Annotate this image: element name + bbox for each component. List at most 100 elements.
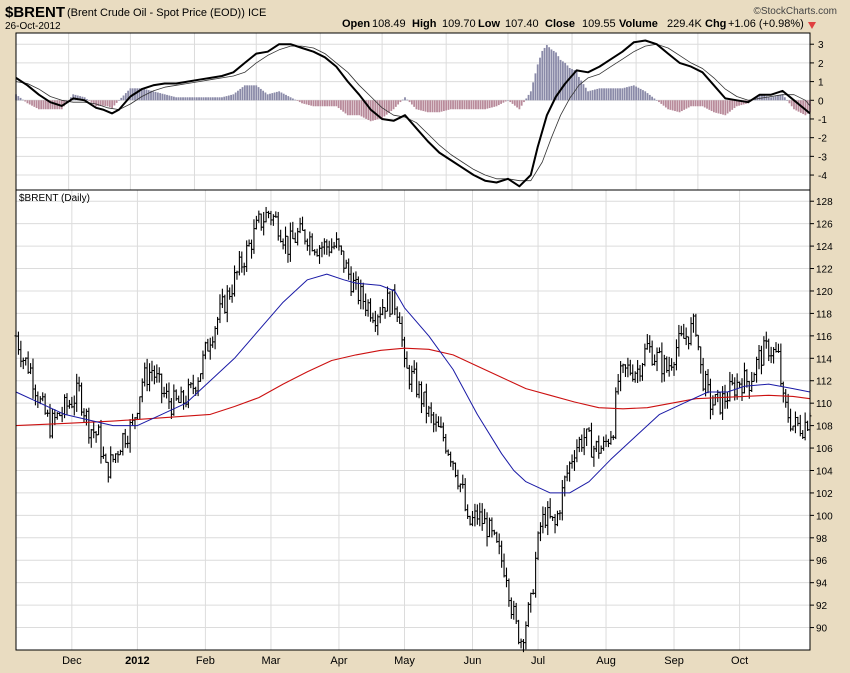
macd-histogram-bar	[488, 100, 491, 109]
macd-histogram-bar	[687, 100, 690, 108]
macd-histogram-bar	[685, 100, 688, 109]
macd-histogram-bar	[298, 100, 301, 103]
macd-histogram-bar	[548, 47, 551, 101]
macd-histogram-bar	[701, 100, 704, 107]
macd-histogram-bar	[715, 100, 718, 113]
sma-slow-line	[15, 347, 811, 427]
macd-histogram-bar	[591, 90, 594, 101]
macd-histogram-bar	[346, 100, 349, 116]
macd-histogram-bar	[767, 96, 770, 101]
macd-histogram-bar	[630, 85, 633, 101]
macd-histogram-bar	[301, 100, 303, 104]
macd-histogram-bar	[72, 94, 75, 101]
macd-histogram-bar	[51, 100, 54, 110]
macd-histogram-bar	[470, 100, 473, 110]
macd-histogram-bar	[477, 100, 480, 110]
macd-histogram-bar	[511, 100, 514, 104]
macd-histogram-bar	[408, 100, 411, 103]
macd-histogram-bar	[102, 100, 104, 106]
x-tick-label-0: Dec	[62, 655, 82, 667]
macd-histogram-bar	[772, 96, 775, 101]
macd-histogram-bar	[612, 88, 615, 101]
macd-histogram-bar	[426, 100, 429, 113]
macd-histogram-bar	[367, 100, 370, 121]
macd-histogram-bar	[733, 100, 736, 109]
macd-signal-line	[15, 43, 811, 182]
macd-histogram-bar	[374, 100, 377, 121]
macd-tick-label-0: 3	[818, 40, 824, 51]
macd-histogram-bar	[680, 100, 683, 112]
macd-histogram-bar	[600, 88, 603, 101]
macd-histogram-bar	[191, 97, 194, 101]
macd-histogram-bar	[24, 100, 27, 102]
macd-histogram-bar	[436, 100, 438, 113]
macd-histogram-bar	[504, 100, 507, 102]
macd-histogram-bar	[255, 85, 258, 101]
macd-histogram-bar	[218, 97, 221, 101]
macd-histogram-bar	[793, 100, 795, 110]
macd-histogram-bar	[223, 96, 226, 101]
open-label: Open	[342, 18, 370, 30]
macd-histogram-bar	[651, 96, 654, 101]
macd-histogram-bar	[344, 100, 347, 114]
macd-histogram-bar	[163, 94, 166, 101]
macd-histogram-bar	[605, 88, 608, 101]
macd-histogram-bar	[401, 99, 404, 101]
macd-histogram-bar	[614, 88, 617, 101]
macd-histogram-bar	[594, 89, 596, 101]
macd-histogram-bar	[724, 100, 727, 116]
x-tick-label-7: Jul	[531, 655, 545, 667]
macd-histogram-bar	[76, 95, 79, 101]
macd-histogram-bar	[417, 100, 420, 110]
macd-histogram-bar	[385, 100, 388, 115]
macd-histogram-bar	[731, 100, 734, 110]
macd-histogram-bar	[358, 100, 361, 116]
macd-histogram-bar	[738, 100, 740, 106]
macd-histogram-bar	[303, 100, 306, 104]
chg-value: +1.06 (+0.98%)	[728, 18, 804, 30]
macd-histogram-bar	[580, 80, 583, 101]
macd-histogram-bar	[92, 100, 95, 105]
macd-histogram-bar	[442, 100, 445, 112]
macd-histogram-bar	[491, 100, 493, 108]
sma-fast-line	[15, 273, 811, 494]
x-tick-label-10: Oct	[731, 655, 748, 667]
macd-histogram-bar	[468, 100, 470, 110]
price-tick-label-10: 108	[816, 422, 833, 433]
macd-histogram-bar	[536, 64, 539, 101]
price-tick-label-7: 114	[816, 354, 832, 365]
macd-histogram-bar	[406, 99, 409, 101]
macd-histogram-bar	[291, 98, 294, 101]
macd-histogram-bar	[378, 100, 381, 119]
chg-label: Chg	[705, 18, 726, 30]
macd-histogram-bar	[221, 97, 223, 101]
macd-histogram-bar	[239, 88, 242, 101]
macd-histogram-bar	[545, 44, 548, 101]
high-value: 109.70	[442, 18, 476, 30]
macd-histogram-bar	[388, 100, 390, 113]
macd-histogram-bar	[179, 97, 182, 101]
macd-histogram-bar	[42, 100, 45, 110]
macd-histogram-bar	[690, 100, 692, 107]
macd-histogram-bar	[712, 100, 715, 113]
macd-histogram-bar	[97, 100, 100, 107]
macd-histogram-bar	[234, 92, 237, 101]
macd-histogram-bar	[424, 100, 427, 112]
macd-histogram-bar	[353, 100, 356, 116]
macd-histogram-bar	[495, 100, 498, 107]
macd-histogram-bar	[619, 88, 621, 101]
price-tick-label-3: 122	[816, 265, 833, 276]
macd-histogram-bar	[694, 100, 697, 107]
macd-histogram-bar	[294, 99, 297, 101]
macd-tick-label-4: -1	[818, 115, 827, 126]
macd-histogram-bar	[564, 62, 567, 101]
macd-histogram-bar	[445, 100, 448, 111]
macd-histogram-bar	[216, 97, 219, 101]
macd-histogram-bar	[360, 100, 363, 117]
macd-histogram-bar	[607, 88, 610, 101]
macd-histogram-bar	[568, 67, 571, 101]
macd-histogram-bar	[422, 100, 425, 112]
macd-histogram-bar	[658, 100, 660, 103]
macd-histogram-bar	[88, 100, 91, 101]
macd-histogram-bar	[365, 100, 367, 119]
